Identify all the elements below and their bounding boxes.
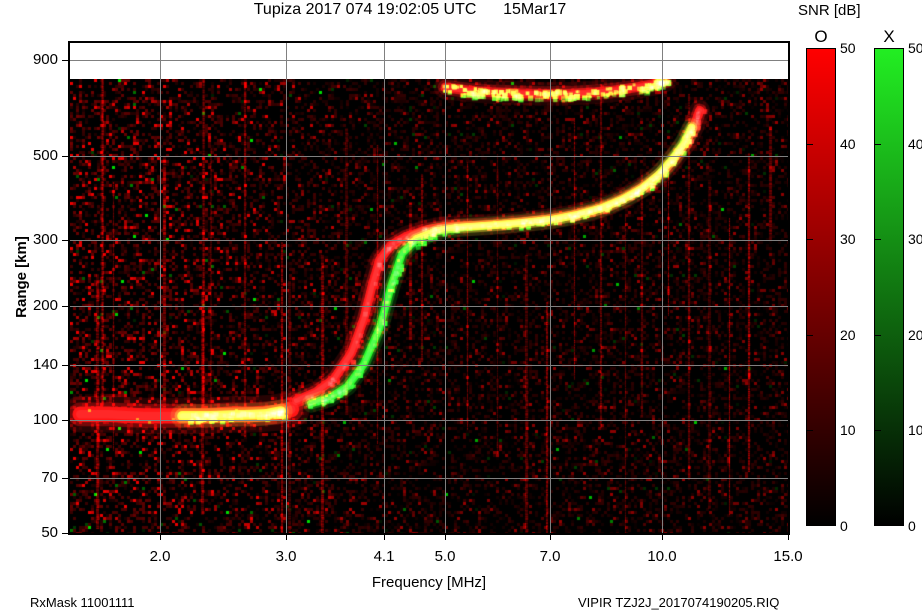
y-axis-tick-label: 140 [32,356,58,373]
colorbar-x-tick-label: 50 [908,40,922,56]
y-axis-tick [62,156,68,157]
y-axis-tick [62,533,68,534]
y-axis-tick-label: 70 [41,469,58,486]
y-axis-tick-label: 50 [41,524,58,541]
colorbar-x-letter: X [883,27,895,46]
gridline-horizontal [70,240,788,241]
colorbar-o-tick-label: 10 [840,422,856,438]
gridline-vertical [384,43,385,533]
y-axis-tick-label: 900 [32,51,58,68]
y-axis-tick-label: 200 [32,297,58,314]
colorbar-tick [806,335,813,336]
colorbar-o-tick-label: 30 [840,231,856,247]
x-axis-tick [445,535,446,540]
gridline-horizontal [70,478,788,479]
colorbar-tick [806,430,813,431]
gridline-vertical [286,43,287,533]
x-axis-tick [384,535,385,540]
x-axis-title: Frequency [MHz] [371,574,487,591]
colorbar-o-gradient [806,48,836,526]
colorbar-o-tick-label: 40 [840,136,856,152]
page-title: Tupiza 2017 074 19:02:05 UTC 15Mar17 [253,1,567,18]
colorbar-x-tick-label: 0 [908,518,916,534]
gridline-vertical [788,43,789,533]
y-axis-tick-label: 500 [32,147,58,164]
gridline-vertical [662,43,663,533]
x-axis-tick [160,535,161,540]
x-axis-tick-label: 3.0 [275,548,297,565]
colorbar-o-tick-label: 50 [840,40,856,56]
y-axis-tick [62,306,68,307]
colorbar-x-tick-label: 20 [908,327,922,343]
colorbar-x-gradient [874,48,904,526]
plot-inner [70,43,788,533]
y-axis-tick [62,478,68,479]
x-axis-tick-label: 5.0 [434,548,456,565]
colorbar-tick [874,144,881,145]
gridline-vertical [550,43,551,533]
y-axis-tick-label: 300 [32,231,58,248]
colorbar-o-letter: O [814,27,828,46]
colorbar-x-tick-label: 10 [908,422,922,438]
gridline-horizontal [70,156,788,157]
x-axis-tick [286,535,287,540]
colorbar-o-tick-label: 20 [840,327,856,343]
x-axis-tick-label: 4.1 [373,548,395,565]
x-axis-tick-label: 2.0 [149,548,171,565]
colorbar-title: SNR [dB] [798,2,861,19]
gridline-vertical [445,43,446,533]
y-axis-tick-label: 100 [32,411,58,428]
colorbar-tick [874,239,881,240]
y-axis-tick [62,60,68,61]
colorbar-tick [874,335,881,336]
y-axis-tick [62,365,68,366]
gridline-horizontal [70,365,788,366]
gridline-horizontal [70,60,788,61]
x-axis-tick [662,535,663,540]
file-label: VIPIR TZJ2J_2017074190205.RIQ [578,595,780,610]
ionogram-plot-area [68,41,790,535]
colorbar-tick [874,430,881,431]
colorbar-tick [806,144,813,145]
colorbar-x-tick-label: 30 [908,231,922,247]
y-axis-tick [62,240,68,241]
x-axis-tick [788,535,789,540]
colorbar-o-tick-label: 0 [840,518,848,534]
colorbar-x-tick-label: 40 [908,136,922,152]
gridline-vertical [160,43,161,533]
gridline-horizontal [70,533,788,534]
x-axis-tick-label: 7.0 [539,548,561,565]
gridline-horizontal [70,306,788,307]
rx-mask-label: RxMask 11001111 [30,595,135,610]
x-axis-tick-label: 10.0 [647,548,677,565]
colorbar-tick [806,239,813,240]
x-axis-tick-label: 15.0 [773,548,803,565]
gridline-horizontal [70,420,788,421]
y-axis-tick [62,420,68,421]
x-axis-tick [550,535,551,540]
